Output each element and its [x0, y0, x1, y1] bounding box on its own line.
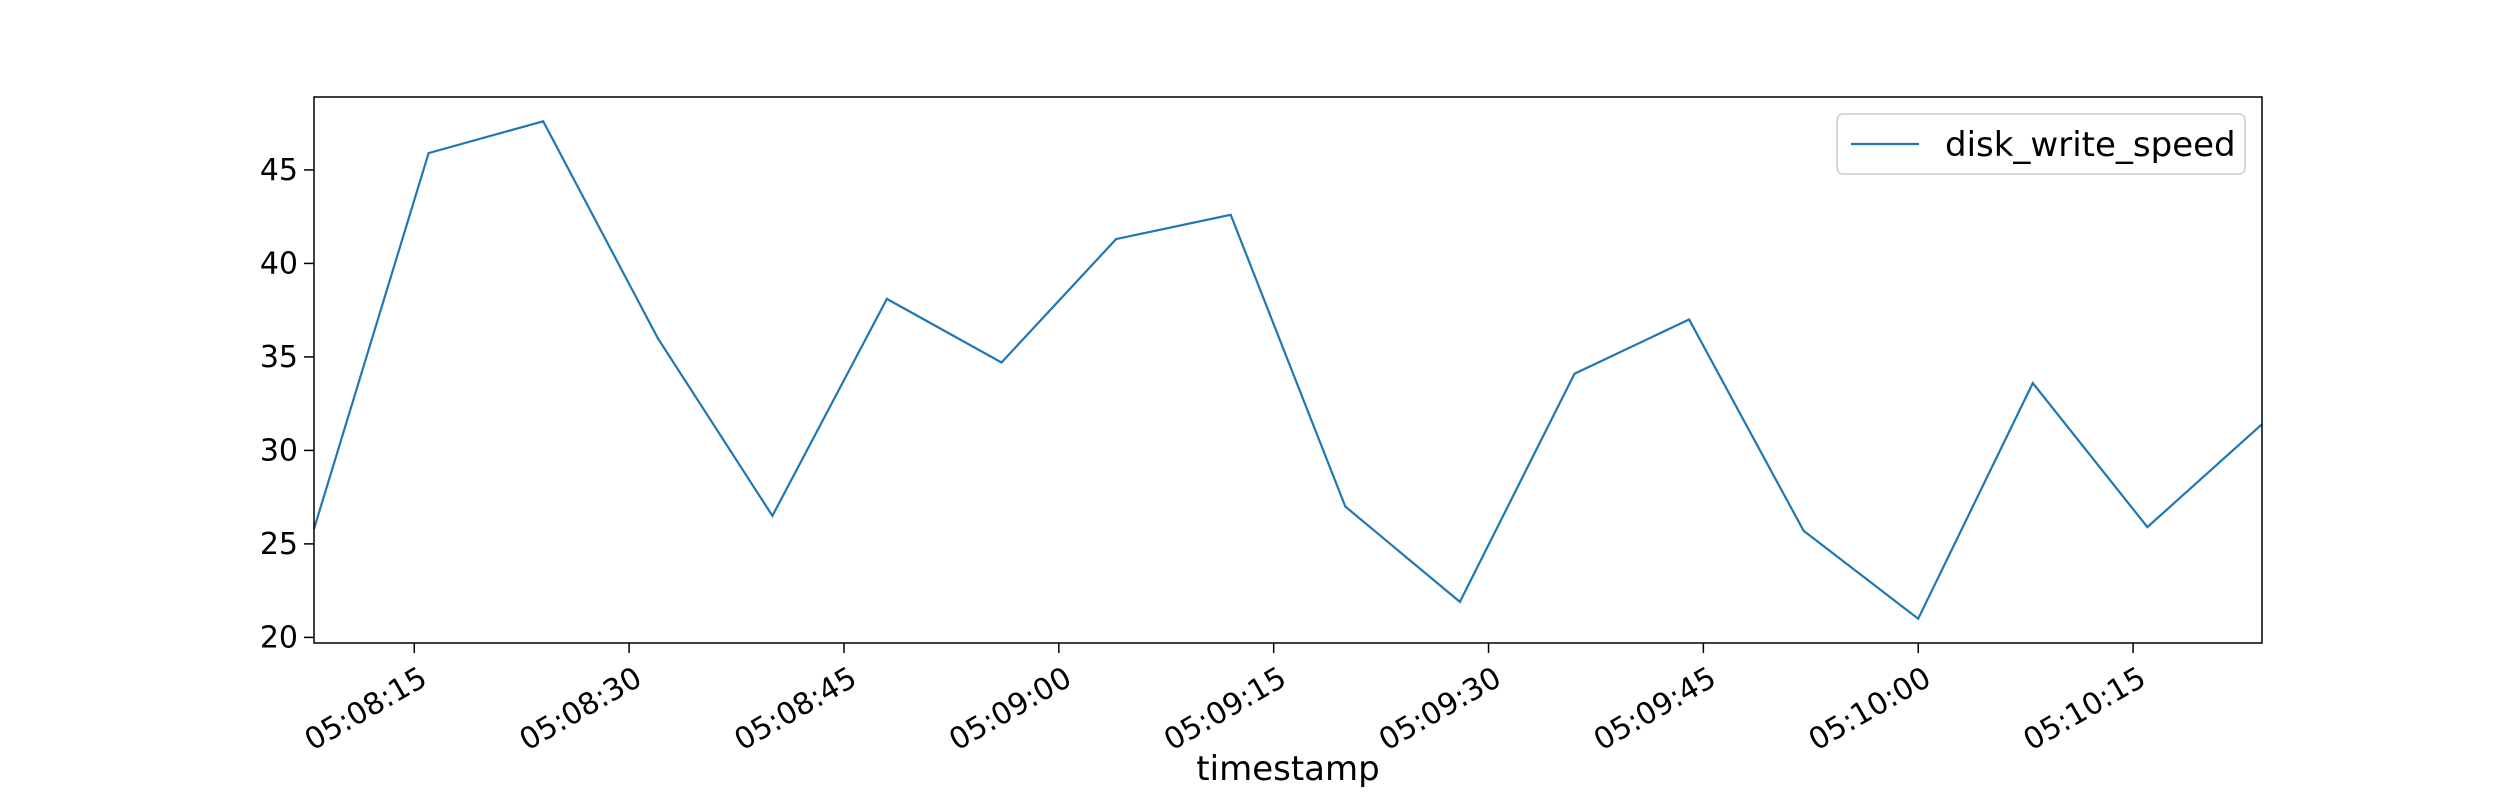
x-tick-label: 05:09:00	[943, 660, 1077, 758]
y-tick-label: 20	[260, 620, 298, 655]
y-tick-label: 45	[260, 153, 298, 188]
x-tick-label: 05:10:00	[1803, 660, 1937, 758]
legend: disk_write_speed	[1836, 113, 2246, 175]
x-axis-ticks: 05:08:15 05:08:30 05:08:45 05:09:00 05:09:15…	[299, 643, 2152, 758]
plot-area-frame	[313, 96, 2263, 644]
x-tick-label: 05:08:30	[514, 660, 648, 758]
x-tick-label: 05:09:30	[1373, 660, 1507, 758]
y-axis-ticks: 20 25 30 35 40 45	[260, 153, 314, 655]
y-tick-label: 30	[260, 433, 298, 468]
series-layer	[312, 120, 2263, 621]
legend-box	[1836, 113, 2246, 175]
x-tick-label: 05:09:15	[1158, 660, 1292, 758]
y-tick-label: 40	[260, 246, 298, 281]
y-tick-label: 25	[260, 527, 298, 562]
x-tick-label: 05:08:15	[299, 660, 433, 758]
x-tick-label: 05:08:45	[729, 660, 863, 758]
series-line-disk_write_speed	[312, 120, 2263, 621]
legend-label: disk_write_speed	[1945, 125, 2236, 165]
x-tick-label: 05:10:15	[2018, 660, 2152, 758]
y-tick-label: 35	[260, 340, 298, 375]
x-tick-label: 05:09:45	[1588, 660, 1722, 758]
x-axis-label: timestamp	[1196, 749, 1379, 789]
